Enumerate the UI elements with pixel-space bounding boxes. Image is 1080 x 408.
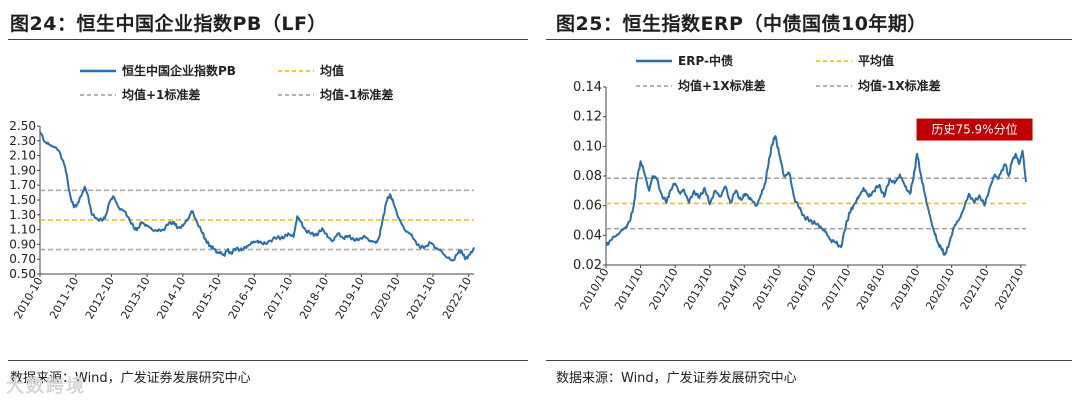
right-y-tick-label: 0.04 xyxy=(573,228,602,243)
watermark: 大数跨境 xyxy=(6,376,86,397)
left-x-tick-label: 2019-10 xyxy=(333,275,367,321)
left-legend-label: 恒生中国企业指数PB xyxy=(122,63,236,78)
right-y-tick-label: 0.14 xyxy=(573,80,602,95)
right-y-tick-label: 0.06 xyxy=(573,199,602,214)
right-x-tick-label: 2015/10 xyxy=(750,266,784,312)
left-y-tick-label: 1.70 xyxy=(9,178,36,192)
left-y-tick-label: 0.70 xyxy=(9,252,36,266)
right-x-tick-label: 2018/10 xyxy=(854,266,888,312)
right-x-tick-label: 2013/10 xyxy=(681,266,715,312)
left-x-tick-label: 2015-10 xyxy=(190,275,224,321)
right-source: 数据来源：Wind，广发证券发展研究中心 xyxy=(556,371,797,386)
left-legend-label: 均值 xyxy=(320,63,344,78)
right-legend-label: 平均值 xyxy=(858,53,894,68)
left-x-tick-label: 2017-10 xyxy=(261,275,295,321)
right-series-line xyxy=(605,135,1027,256)
left-x-tick-label: 2010-10 xyxy=(11,275,45,321)
right-x-tick-label: 2021/10 xyxy=(958,266,992,312)
left-y-tick-label: 2.10 xyxy=(9,149,36,163)
right-legend-label: 均值+1X标准差 xyxy=(678,78,766,93)
left-x-tick-label: 2013-10 xyxy=(119,275,153,321)
left-y-tick-label: 0.50 xyxy=(9,267,36,281)
right-x-tick-label: 2017/10 xyxy=(819,266,853,312)
right-x-tick-label: 2011/10 xyxy=(612,266,646,312)
right-x-tick-label: 2022/10 xyxy=(992,266,1026,312)
right-annotation-label: 历史75.9%分位 xyxy=(931,122,1017,137)
left-y-tick-label: 1.30 xyxy=(9,208,36,222)
left-y-tick-label: 1.90 xyxy=(9,163,36,177)
left-chart: 2.502.302.101.901.701.501.301.100.900.70… xyxy=(9,63,475,321)
right-x-tick-label: 2014/10 xyxy=(716,266,750,312)
left-x-tick-label: 2021-10 xyxy=(404,275,438,321)
left-y-tick-label: 1.10 xyxy=(9,223,36,237)
left-source-rule xyxy=(8,360,528,361)
left-x-tick-label: 2012-10 xyxy=(83,275,117,321)
right-x-tick-label: 2019/10 xyxy=(889,266,923,312)
right-y-tick-label: 0.08 xyxy=(573,169,602,184)
left-x-tick-label: 2018-10 xyxy=(297,275,331,321)
left-x-tick-label: 2016-10 xyxy=(226,275,260,321)
left-source: 数据来源：Wind，广发证券发展研究中心 xyxy=(10,371,251,386)
left-x-tick-label: 2011-10 xyxy=(47,275,81,321)
left-title-rule xyxy=(8,39,528,40)
right-legend-label: ERP-中债 xyxy=(678,53,733,68)
right-y-tick-label: 0.02 xyxy=(573,258,602,273)
right-x-tick-label: 2016/10 xyxy=(785,266,819,312)
right-figure: 图25：恒生指数ERP（中债国债10年期） 0.14 0.12 0.10 0.08 0.… xyxy=(546,0,1080,408)
right-x-tick-label: 2020/10 xyxy=(923,266,957,312)
right-title-rule xyxy=(546,39,1072,40)
left-y-tick-label: 0.90 xyxy=(9,237,36,251)
left-x-tick-label: 2022-10 xyxy=(440,275,474,321)
right-figure-title: 图25：恒生指数ERP（中债国债10年期） xyxy=(556,13,927,35)
right-x-tick-label: 2012/10 xyxy=(647,266,681,312)
left-x-tick-label: 2014-10 xyxy=(154,275,188,321)
left-series-line xyxy=(39,131,475,262)
left-figure: 图24：恒生中国企业指数PB（LF） 2.50 2.30 2.10 1.90 1.70 1… xyxy=(0,0,528,408)
left-legend-label: 均值+1标准差 xyxy=(122,87,200,102)
right-y-tick-label: 0.12 xyxy=(573,110,602,125)
left-legend-label: 均值-1标准差 xyxy=(320,87,393,102)
left-x-tick-label: 2020-10 xyxy=(369,275,403,321)
left-figure-title: 图24：恒生中国企业指数PB（LF） xyxy=(10,13,327,35)
left-y-tick-label: 2.30 xyxy=(9,134,36,148)
right-annotation-box xyxy=(916,118,1033,141)
right-source-rule xyxy=(546,360,1072,361)
right-legend-label: 均值-1X标准差 xyxy=(858,78,941,93)
left-y-tick-label: 1.50 xyxy=(9,193,36,207)
left-y-tick-label: 2.50 xyxy=(9,119,36,133)
right-y-tick-label: 0.10 xyxy=(573,139,602,154)
